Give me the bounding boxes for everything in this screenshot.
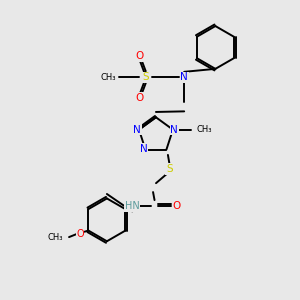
Text: N: N bbox=[140, 144, 148, 154]
Text: O: O bbox=[76, 229, 84, 239]
Text: CH₃: CH₃ bbox=[100, 73, 116, 82]
Text: N: N bbox=[133, 124, 141, 135]
Text: O: O bbox=[136, 51, 144, 62]
Text: CH₃: CH₃ bbox=[197, 125, 212, 134]
Text: O: O bbox=[136, 93, 144, 103]
Text: N: N bbox=[170, 124, 178, 135]
Text: S: S bbox=[166, 164, 173, 174]
Text: O: O bbox=[173, 201, 181, 211]
Text: N: N bbox=[180, 72, 188, 82]
Text: HN: HN bbox=[125, 201, 140, 211]
Text: S: S bbox=[142, 72, 149, 82]
Text: CH₃: CH₃ bbox=[48, 232, 63, 242]
